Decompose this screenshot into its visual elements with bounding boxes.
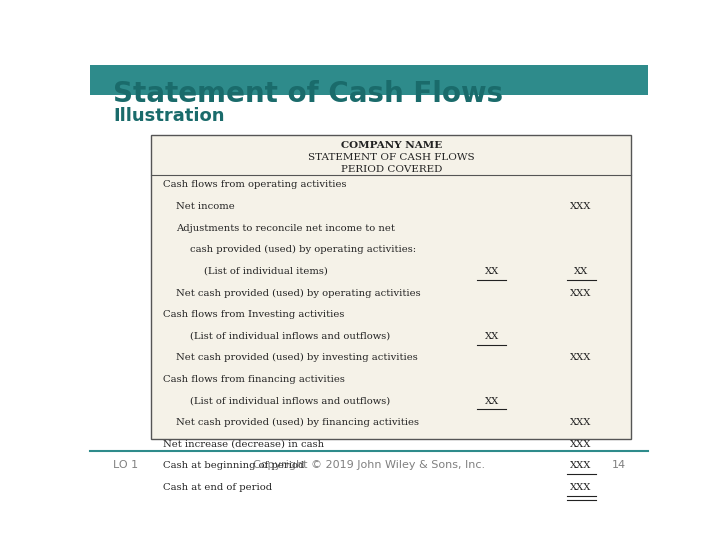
Text: cash provided (used) by operating activities:: cash provided (used) by operating activi… <box>190 245 417 254</box>
Text: Net cash provided (used) by financing activities: Net cash provided (used) by financing ac… <box>176 418 420 427</box>
Text: XXX: XXX <box>570 418 592 427</box>
Text: XXX: XXX <box>570 483 592 492</box>
Text: Cash flows from financing activities: Cash flows from financing activities <box>163 375 344 384</box>
Text: Net cash provided (used) by operating activities: Net cash provided (used) by operating ac… <box>176 288 421 298</box>
Text: XX: XX <box>485 332 499 341</box>
Bar <box>151 136 631 439</box>
Text: PERIOD COVERED: PERIOD COVERED <box>341 165 442 173</box>
Text: Adjustments to reconcile net income to net: Adjustments to reconcile net income to n… <box>176 224 395 233</box>
Text: (List of individual inflows and outflows): (List of individual inflows and outflows… <box>190 332 391 341</box>
Text: XXX: XXX <box>570 440 592 449</box>
Text: Net cash provided (used) by investing activities: Net cash provided (used) by investing ac… <box>176 353 418 362</box>
Text: Cash at end of period: Cash at end of period <box>163 483 271 492</box>
Text: Cash at beginning of period: Cash at beginning of period <box>163 462 304 470</box>
Text: XXX: XXX <box>570 353 592 362</box>
Text: LO 1: LO 1 <box>114 460 138 470</box>
Text: COMPANY NAME: COMPANY NAME <box>341 141 442 150</box>
Text: Statement of Cash Flows: Statement of Cash Flows <box>114 80 503 109</box>
Text: 14: 14 <box>611 460 626 470</box>
Bar <box>90 65 648 94</box>
Text: (List of individual items): (List of individual items) <box>204 267 328 276</box>
Text: XXX: XXX <box>570 202 592 211</box>
Text: XXX: XXX <box>570 462 592 470</box>
Text: XX: XX <box>485 396 499 406</box>
Text: XX: XX <box>485 267 499 276</box>
Text: Net increase (decrease) in cash: Net increase (decrease) in cash <box>163 440 324 449</box>
Text: Illustration: Illustration <box>114 107 225 125</box>
Text: XXX: XXX <box>570 288 592 298</box>
Text: Copyright © 2019 John Wiley & Sons, Inc.: Copyright © 2019 John Wiley & Sons, Inc. <box>253 460 485 470</box>
Text: Cash flows from operating activities: Cash flows from operating activities <box>163 180 346 190</box>
Text: XX: XX <box>574 267 588 276</box>
Text: Cash flows from Investing activities: Cash flows from Investing activities <box>163 310 344 319</box>
Text: STATEMENT OF CASH FLOWS: STATEMENT OF CASH FLOWS <box>308 153 474 162</box>
Text: (List of individual inflows and outflows): (List of individual inflows and outflows… <box>190 396 391 406</box>
Text: Net income: Net income <box>176 202 235 211</box>
